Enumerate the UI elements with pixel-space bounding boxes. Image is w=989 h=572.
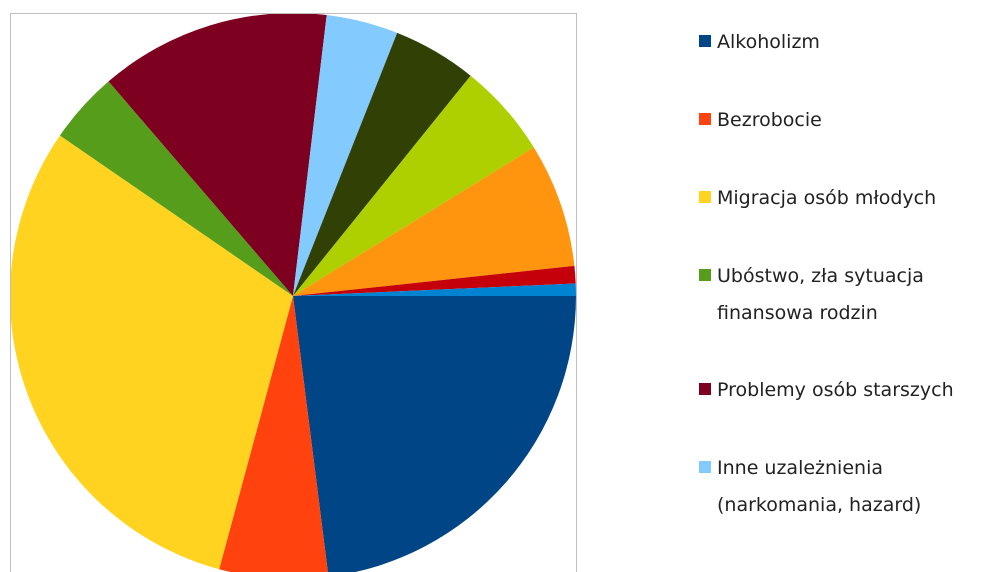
legend-swatch (699, 269, 711, 281)
pie-slice (293, 265, 576, 296)
legend-swatch (699, 191, 711, 203)
pie-slice (293, 147, 575, 296)
pie-slice (293, 283, 576, 296)
legend-swatch (699, 383, 711, 395)
legend-swatch (699, 113, 711, 125)
pie-slice (59, 81, 293, 296)
pie-slice (219, 296, 328, 572)
legend-swatch (699, 461, 711, 473)
legend-label: Problemy osób starszych (717, 379, 954, 401)
legend-swatch (699, 35, 711, 47)
pie (10, 13, 576, 572)
pie-slice (293, 15, 398, 297)
legend-label: Bezrobocie (717, 109, 822, 131)
legend-label: Alkoholizm (717, 31, 820, 53)
pie-slice (293, 75, 534, 297)
pie-slice (10, 135, 294, 570)
pie-slice (108, 13, 327, 296)
legend-label: Migracja osób młodych (717, 187, 936, 209)
legend-label: Inne uzależnienia (narkomania, hazard) (717, 457, 921, 516)
pie-slice (293, 32, 471, 296)
legend-label: Ubóstwo, zła sytuacja finansowa rodzin (717, 265, 924, 324)
legend: Alkoholizm Bezrobocie Migracja osób młodyc… (699, 31, 954, 572)
pie-slice (293, 296, 576, 572)
plot-frame (10, 13, 577, 572)
